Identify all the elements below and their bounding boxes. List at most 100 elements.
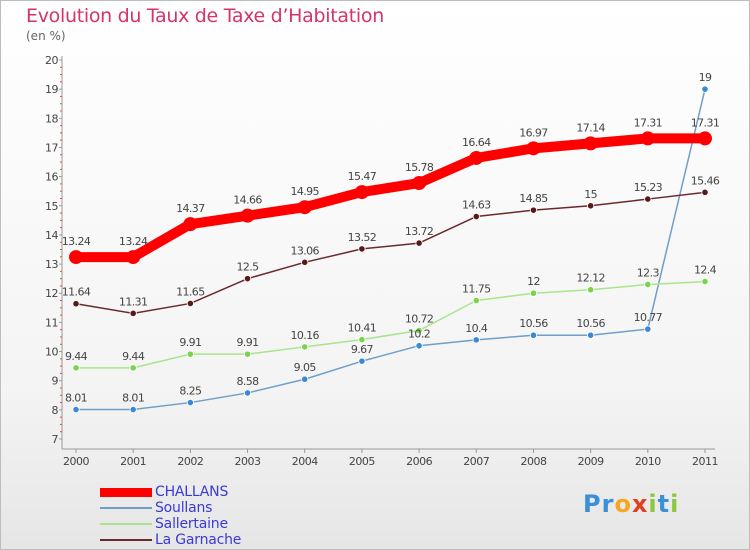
data-point bbox=[186, 398, 194, 407]
y-tick-label: 9 bbox=[52, 375, 59, 388]
data-label: 14.37 bbox=[176, 202, 205, 215]
logo-letter: t bbox=[657, 490, 671, 518]
proxiti-logo: Proxiti bbox=[583, 490, 679, 518]
data-label: 15.78 bbox=[405, 161, 434, 174]
data-label: 10.56 bbox=[519, 317, 548, 330]
logo-letter: o bbox=[614, 490, 632, 518]
data-label: 13.24 bbox=[62, 235, 91, 248]
data-point bbox=[301, 343, 309, 351]
y-tick-label: 10 bbox=[45, 346, 58, 359]
data-point bbox=[587, 286, 595, 294]
data-label: 11.75 bbox=[462, 283, 491, 296]
data-point bbox=[472, 296, 480, 305]
data-point bbox=[301, 375, 309, 383]
data-label: 16.64 bbox=[462, 136, 491, 149]
data-label: 15.47 bbox=[348, 170, 377, 183]
data-point bbox=[415, 326, 423, 335]
legend-swatch-soullans bbox=[100, 507, 152, 509]
data-label: 14.63 bbox=[462, 199, 491, 212]
data-label: 17.31 bbox=[691, 116, 720, 129]
data-point bbox=[472, 212, 480, 221]
data-label: 11.31 bbox=[119, 295, 148, 308]
data-label: 14.85 bbox=[519, 192, 548, 205]
y-tick-label: 18 bbox=[45, 112, 58, 125]
x-tick-label: 2001 bbox=[120, 455, 146, 468]
data-point bbox=[354, 185, 369, 200]
data-label: 13.52 bbox=[348, 231, 377, 244]
data-label: 8.25 bbox=[179, 385, 202, 398]
x-tick-label: 2007 bbox=[463, 455, 489, 468]
y-tick-label: 17 bbox=[45, 141, 58, 154]
y-tick-label: 7 bbox=[52, 433, 59, 446]
legend-label-la-garnache: La Garnache bbox=[155, 532, 242, 548]
series-line-la-garnache bbox=[75, 191, 706, 315]
data-label: 15.46 bbox=[691, 174, 720, 187]
data-point bbox=[301, 258, 309, 266]
data-label: 10.41 bbox=[348, 322, 377, 335]
x-tick-label: 2000 bbox=[63, 455, 89, 468]
data-point bbox=[129, 405, 137, 414]
data-label: 10.72 bbox=[405, 313, 434, 326]
data-label: 12.3 bbox=[637, 266, 660, 279]
legend-label-sallertaine: Sallertaine bbox=[155, 516, 228, 532]
y-tick-label: 11 bbox=[45, 316, 58, 329]
y-tick-label: 8 bbox=[52, 404, 59, 417]
data-label: 16.97 bbox=[519, 126, 548, 139]
data-point bbox=[469, 150, 484, 165]
y-tick-label: 12 bbox=[45, 287, 58, 300]
legend-label-challans: CHALLANS bbox=[155, 484, 229, 500]
data-point bbox=[644, 195, 652, 203]
data-label: 9.91 bbox=[236, 336, 258, 349]
data-point bbox=[183, 217, 198, 232]
data-label: 9.91 bbox=[179, 336, 201, 349]
x-tick-label: 2006 bbox=[406, 455, 432, 468]
data-label: 17.14 bbox=[576, 121, 605, 134]
data-point bbox=[529, 206, 538, 214]
data-point bbox=[240, 208, 255, 223]
data-label: 9.44 bbox=[122, 350, 145, 363]
data-label: 12.5 bbox=[236, 261, 259, 274]
data-point bbox=[529, 289, 538, 297]
x-tick-label: 2002 bbox=[177, 455, 203, 468]
data-point bbox=[640, 131, 655, 146]
data-point bbox=[358, 335, 366, 344]
data-point bbox=[412, 176, 427, 191]
data-label: 15.23 bbox=[634, 181, 663, 194]
data-label: 11.64 bbox=[62, 286, 91, 299]
data-point bbox=[415, 342, 423, 350]
series-line-sallertaine bbox=[75, 280, 706, 369]
data-point bbox=[297, 200, 312, 215]
chart-subtitle: (en %) bbox=[26, 29, 66, 43]
data-point bbox=[243, 389, 252, 397]
data-label: 19 bbox=[699, 71, 712, 84]
data-point bbox=[701, 188, 709, 196]
data-label: 13.72 bbox=[405, 225, 434, 238]
logo-letter: P bbox=[583, 490, 602, 518]
data-label: 8.01 bbox=[122, 392, 144, 405]
data-point bbox=[72, 300, 80, 308]
y-tick-label: 16 bbox=[45, 171, 58, 184]
data-label: 13.24 bbox=[119, 235, 148, 248]
data-label: 10.16 bbox=[290, 329, 319, 342]
data-label: 10.56 bbox=[576, 317, 605, 330]
data-label: 9.44 bbox=[65, 350, 88, 363]
logo-letter: r bbox=[601, 490, 615, 518]
data-point bbox=[587, 202, 595, 210]
data-label: 12 bbox=[527, 275, 540, 288]
data-point bbox=[358, 245, 366, 253]
data-label: 13.06 bbox=[290, 244, 319, 257]
data-label: 14.95 bbox=[290, 185, 319, 198]
data-point bbox=[587, 331, 595, 339]
data-label: 14.66 bbox=[233, 194, 262, 207]
data-point bbox=[186, 299, 194, 308]
x-tick-label: 2005 bbox=[349, 455, 375, 468]
x-tick-label: 2003 bbox=[235, 455, 261, 468]
data-point bbox=[701, 85, 709, 93]
chart-title: Evolution du Taux de Taxe d’Habitation bbox=[26, 5, 384, 27]
data-point bbox=[129, 309, 137, 317]
x-tick-label: 2011 bbox=[692, 455, 718, 468]
legend-swatch-sallertaine bbox=[100, 523, 152, 525]
data-label: 12.12 bbox=[576, 272, 605, 285]
